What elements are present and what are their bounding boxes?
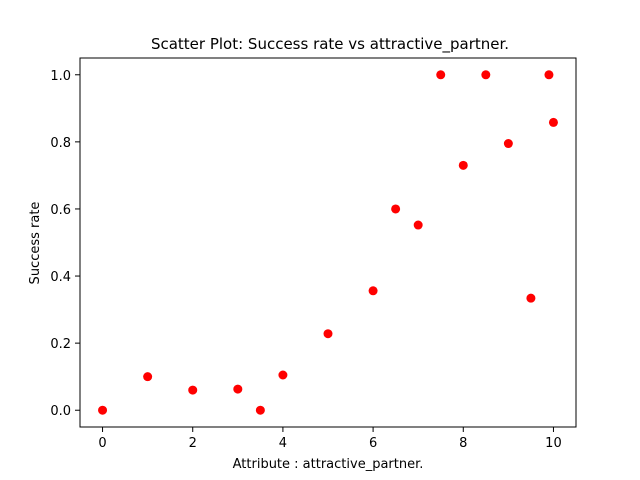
- y-tick-label: 0.2: [50, 337, 71, 352]
- y-tick-label: 0.6: [50, 203, 71, 218]
- data-point: [503, 139, 513, 149]
- data-point: [544, 70, 554, 80]
- chart-title: Scatter Plot: Success rate vs attractive…: [151, 35, 509, 54]
- plot-frame: [79, 57, 577, 428]
- x-axis-label: Attribute : attractive_partner.: [233, 457, 424, 472]
- data-point: [255, 405, 265, 415]
- data-point: [391, 204, 401, 214]
- x-tick-label: 0: [98, 436, 106, 451]
- data-point: [143, 372, 153, 382]
- data-point: [436, 70, 446, 80]
- data-point: [188, 385, 198, 395]
- data-points: [98, 70, 558, 415]
- data-point: [368, 286, 378, 296]
- data-point: [233, 384, 243, 394]
- data-point: [481, 70, 491, 80]
- y-tick-label: 0.8: [50, 136, 71, 151]
- x-tick-label: 8: [459, 436, 467, 451]
- y-axis-label: Success rate: [28, 202, 43, 285]
- x-tick-label: 10: [545, 436, 562, 451]
- data-point: [98, 405, 108, 415]
- data-point: [526, 293, 536, 303]
- data-point: [413, 220, 423, 230]
- y-tick-label: 0.0: [50, 404, 71, 419]
- data-point: [278, 370, 288, 380]
- y-tick-label: 1.0: [50, 69, 71, 84]
- axis-ticks: 0 2 4 6 8 10 0.0 0.2 0.4 0.6 0.8 1.0: [50, 69, 561, 451]
- data-point: [458, 160, 468, 170]
- x-tick-label: 4: [279, 436, 287, 451]
- y-tick-label: 0.4: [50, 270, 71, 285]
- x-tick-label: 6: [369, 436, 377, 451]
- data-point: [323, 329, 333, 339]
- data-point: [548, 117, 558, 127]
- x-tick-label: 2: [189, 436, 197, 451]
